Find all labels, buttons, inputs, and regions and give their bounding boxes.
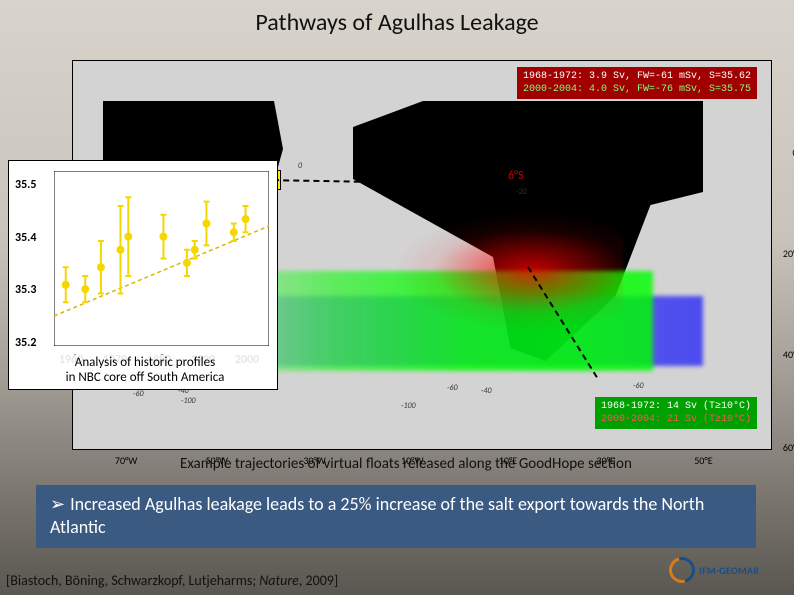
inset-caption: Analysis of historic profiles in NBC cor…: [23, 355, 267, 387]
inset-ytick: 35.4: [15, 231, 36, 245]
example-caption: Example trajectories of virtual floats r…: [180, 455, 632, 473]
citation-journal: Nature: [259, 572, 299, 589]
inset-plot-svg: [54, 171, 269, 346]
lon-tick: 50°E: [694, 454, 712, 467]
stats-red-line1: 1968-1972: 3.9 Sv, FW=-61 mSv, S=35.62: [523, 70, 751, 83]
lat-tick: 20°S: [783, 247, 794, 260]
depth-contour-label: -60: [133, 389, 144, 399]
logo-text: IFM-GEOMAR: [699, 564, 759, 577]
stats-red-line2: 2000-2004: 4.0 Sv, FW=-76 mSv, S=35.75: [523, 83, 751, 96]
bullet-text: Increased Agulhas leakage leads to a 25%…: [50, 493, 704, 538]
inset-chart: 35.535.435.335.2 19601970198019902000 An…: [8, 160, 278, 390]
marker-6s-label: 6°S: [508, 169, 524, 183]
citation-year: , 2009]: [299, 572, 338, 589]
trajectories-red: [393, 211, 623, 331]
depth-contour-label: -20: [516, 187, 527, 197]
citation-authors: [Biastoch, Böning, Schwarzkopf, Lutjehar…: [6, 572, 259, 589]
stats-green-line1: 1968-1972: 14 Sv (T≥10°C): [601, 400, 751, 413]
lat-tick: 60°S: [783, 441, 794, 454]
inset-ytick: 35.5: [15, 178, 36, 192]
depth-contour-label: -60: [633, 381, 644, 391]
inset-ytick: 35.3: [15, 283, 36, 297]
inset-ytick: 35.2: [15, 336, 36, 350]
stats-green-line2: 2000-2004: 21 Sv (T≥10°C): [601, 413, 751, 426]
stats-box-green: 1968-1972: 14 Sv (T≥10°C) 2000-2004: 21 …: [595, 397, 757, 429]
inset-caption-line1: Analysis of historic profiles: [75, 355, 215, 370]
lon-tick: 70°W: [115, 454, 137, 467]
lat-tick: 40°S: [783, 348, 794, 361]
logo-ring-icon: [664, 552, 700, 588]
depth-contour-label: -40: [481, 386, 492, 396]
depth-contour-label: -60: [447, 383, 458, 393]
depth-contour-label: -100: [181, 396, 196, 406]
depth-contour-label: 0: [298, 161, 302, 171]
inset-caption-line2: in NBC core off South America: [66, 370, 225, 385]
citation: [Biastoch, Böning, Schwarzkopf, Lutjehar…: [6, 572, 338, 589]
slide-title: Pathways of Agulhas Leakage: [0, 0, 794, 37]
depth-contour-label: -100: [401, 401, 416, 411]
bullet-box: ➢ Increased Agulhas leakage leads to a 2…: [36, 485, 756, 548]
bullet-arrow-icon: ➢: [50, 493, 66, 516]
stats-box-red: 1968-1972: 3.9 Sv, FW=-61 mSv, S=35.62 2…: [517, 67, 757, 99]
slide: Pathways of Agulhas Leakage 6°S 1968-197…: [0, 0, 794, 595]
logo-ifm-geomar: IFM-GEOMAR: [669, 553, 784, 587]
